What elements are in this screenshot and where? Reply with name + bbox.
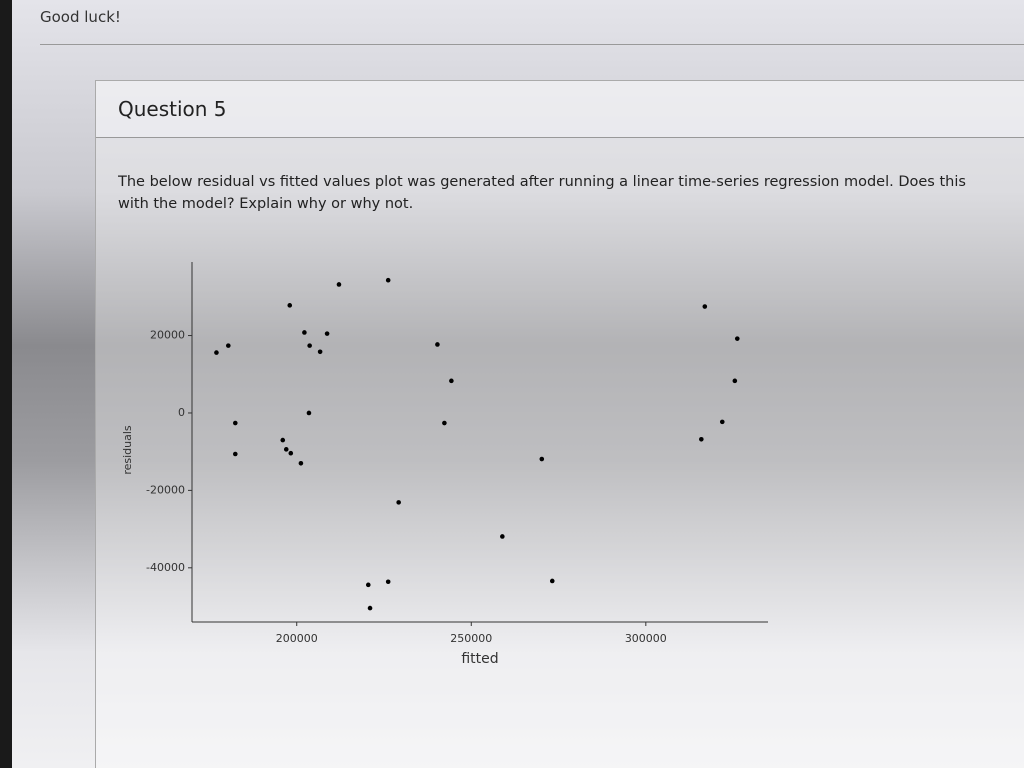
point xyxy=(226,343,231,348)
point xyxy=(699,436,704,442)
divider xyxy=(40,44,1024,45)
header-text: Good luck! xyxy=(40,8,121,26)
point xyxy=(449,378,454,384)
point xyxy=(539,456,545,462)
question-title: Question 5 xyxy=(118,97,227,121)
y-tick-label: -40000 xyxy=(146,561,185,574)
point xyxy=(306,410,312,416)
question-line: with the model? Explain why or why not. xyxy=(118,196,414,212)
point xyxy=(280,437,286,443)
x-axis-label: fitted xyxy=(461,651,498,667)
point xyxy=(385,579,391,585)
question-text: The below residual vs fitted values plot… xyxy=(118,171,1024,215)
point xyxy=(214,350,219,355)
question-card: Question 5 The below residual vs fitted … xyxy=(95,80,1024,768)
point xyxy=(365,582,371,588)
point xyxy=(232,420,238,426)
screen-edge xyxy=(0,0,12,768)
point xyxy=(549,578,555,584)
point xyxy=(283,447,289,452)
point xyxy=(367,605,373,611)
point xyxy=(719,419,725,425)
y-axis-label: residuals xyxy=(121,425,134,475)
point xyxy=(302,330,307,335)
point xyxy=(317,349,323,355)
point xyxy=(396,500,401,505)
point xyxy=(385,277,391,283)
point xyxy=(298,460,304,466)
x-tick-label: 250000 xyxy=(450,632,492,645)
point xyxy=(287,303,293,308)
point xyxy=(288,450,294,456)
question-line: The below residual vs fitted values plot… xyxy=(118,174,966,190)
y-tick-label: 0 xyxy=(178,406,185,419)
point xyxy=(336,282,342,287)
y-tick-label: 20000 xyxy=(150,329,185,342)
x-tick-label: 300000 xyxy=(625,632,667,645)
x-tick-label: 200000 xyxy=(276,632,318,645)
point xyxy=(324,331,330,336)
point xyxy=(232,451,238,457)
point xyxy=(500,534,505,539)
point xyxy=(732,378,738,384)
point xyxy=(435,342,440,347)
point xyxy=(307,343,312,348)
y-tick-label: -20000 xyxy=(146,483,185,496)
point xyxy=(702,304,708,309)
point xyxy=(734,336,740,341)
question-header: Question 5 xyxy=(96,81,1024,138)
point xyxy=(442,420,447,426)
